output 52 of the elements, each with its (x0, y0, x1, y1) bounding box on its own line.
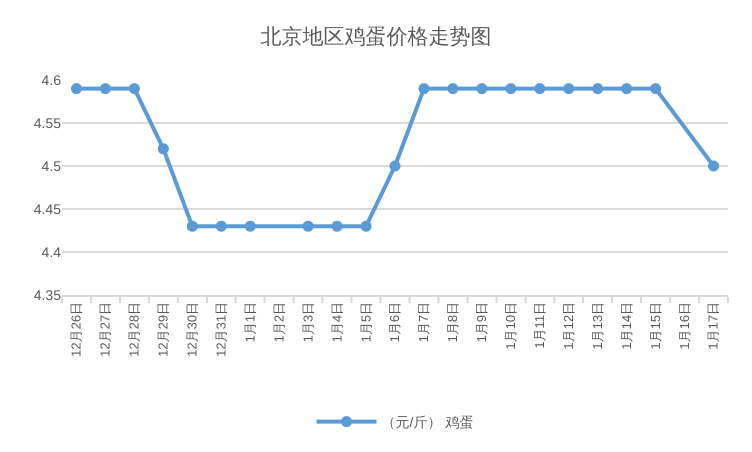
x-tick-label: 1月10日 (503, 302, 518, 350)
legend-label: （元/斤） 鸡蛋 (382, 414, 474, 430)
x-tick-label: 1月15日 (648, 302, 663, 350)
x-tick-label: 1月16日 (676, 302, 692, 350)
y-tick-label: 4.45 (34, 200, 62, 217)
x-tick-label: 1月8日 (445, 302, 460, 342)
x-tick-label: 1月9日 (474, 302, 490, 342)
y-tick-label: 4.6 (42, 72, 62, 88)
point (128, 83, 140, 94)
point (302, 220, 314, 232)
x-tick-label: 12月31日 (213, 302, 228, 357)
point (592, 83, 604, 94)
x-tick-label: 12月30日 (184, 302, 200, 357)
x-tick-label: 12月29日 (156, 302, 171, 357)
point (708, 160, 720, 172)
point (447, 83, 458, 94)
y-tick-label: 4.55 (34, 114, 62, 131)
point (158, 143, 169, 154)
x-tick-label: 12月26日 (68, 302, 84, 357)
x-tick-label: 1月6日 (387, 302, 402, 342)
y-tick-label: 4.4 (42, 244, 62, 260)
x-tick-label: 1月14日 (618, 302, 634, 350)
x-tick-label: 1月7日 (416, 302, 432, 342)
x-tick-label: 12月27日 (98, 302, 113, 357)
x-tick-label: 1月5日 (358, 302, 374, 342)
x-tick-label: 1月17日 (706, 302, 721, 350)
point (186, 220, 198, 232)
point (332, 220, 343, 232)
x-tick-label: 1月1日 (242, 302, 258, 342)
point (621, 83, 632, 94)
point (70, 83, 82, 94)
x-tick-label: 1月3日 (300, 302, 316, 342)
point (476, 83, 488, 94)
point (360, 220, 372, 232)
x-tick-label: 1月4日 (329, 302, 344, 342)
point (534, 83, 546, 94)
x-tick-label: 1月2日 (271, 302, 286, 342)
x-tick-label: 1月11日 (532, 302, 548, 349)
x-tick-label: 1月12日 (560, 302, 576, 350)
point (216, 220, 227, 232)
point (390, 160, 400, 172)
x-tick-label: 12月28日 (126, 302, 142, 357)
point (244, 220, 256, 232)
x-tick-label: 1月13日 (590, 302, 605, 350)
y-tick-label: 4.35 (34, 286, 62, 303)
chart-title: 北京地区鸡蛋价格走势图 (260, 25, 492, 48)
point (100, 83, 111, 94)
point (505, 83, 516, 94)
point (418, 83, 430, 94)
y-tick-label: 4.5 (42, 158, 62, 174)
point (563, 83, 574, 94)
point (650, 83, 662, 94)
